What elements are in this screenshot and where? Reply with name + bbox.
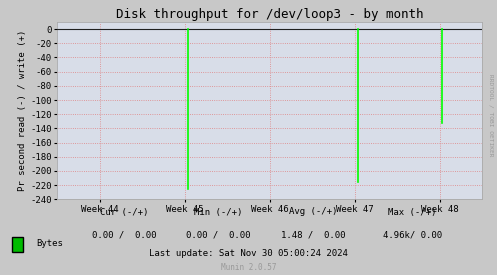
Text: 0.00 /  0.00: 0.00 / 0.00: [92, 231, 157, 240]
Text: Min (-/+): Min (-/+): [194, 208, 243, 216]
Text: Last update: Sat Nov 30 05:00:24 2024: Last update: Sat Nov 30 05:00:24 2024: [149, 249, 348, 258]
Title: Disk throughput for /dev/loop3 - by month: Disk throughput for /dev/loop3 - by mont…: [116, 8, 423, 21]
Text: Cur (-/+): Cur (-/+): [100, 208, 149, 216]
Text: Munin 2.0.57: Munin 2.0.57: [221, 263, 276, 271]
Text: Max (-/+): Max (-/+): [388, 208, 437, 216]
Y-axis label: Pr second read (-) / write (+): Pr second read (-) / write (+): [18, 30, 27, 191]
Text: 4.96k/ 0.00: 4.96k/ 0.00: [383, 231, 442, 240]
Text: Bytes: Bytes: [36, 239, 63, 248]
Text: Avg (-/+): Avg (-/+): [289, 208, 337, 216]
Text: RRDTOOL / TOBI OETIKER: RRDTOOL / TOBI OETIKER: [489, 74, 494, 157]
Text: 0.00 /  0.00: 0.00 / 0.00: [186, 231, 251, 240]
Text: 1.48 /  0.00: 1.48 / 0.00: [281, 231, 345, 240]
